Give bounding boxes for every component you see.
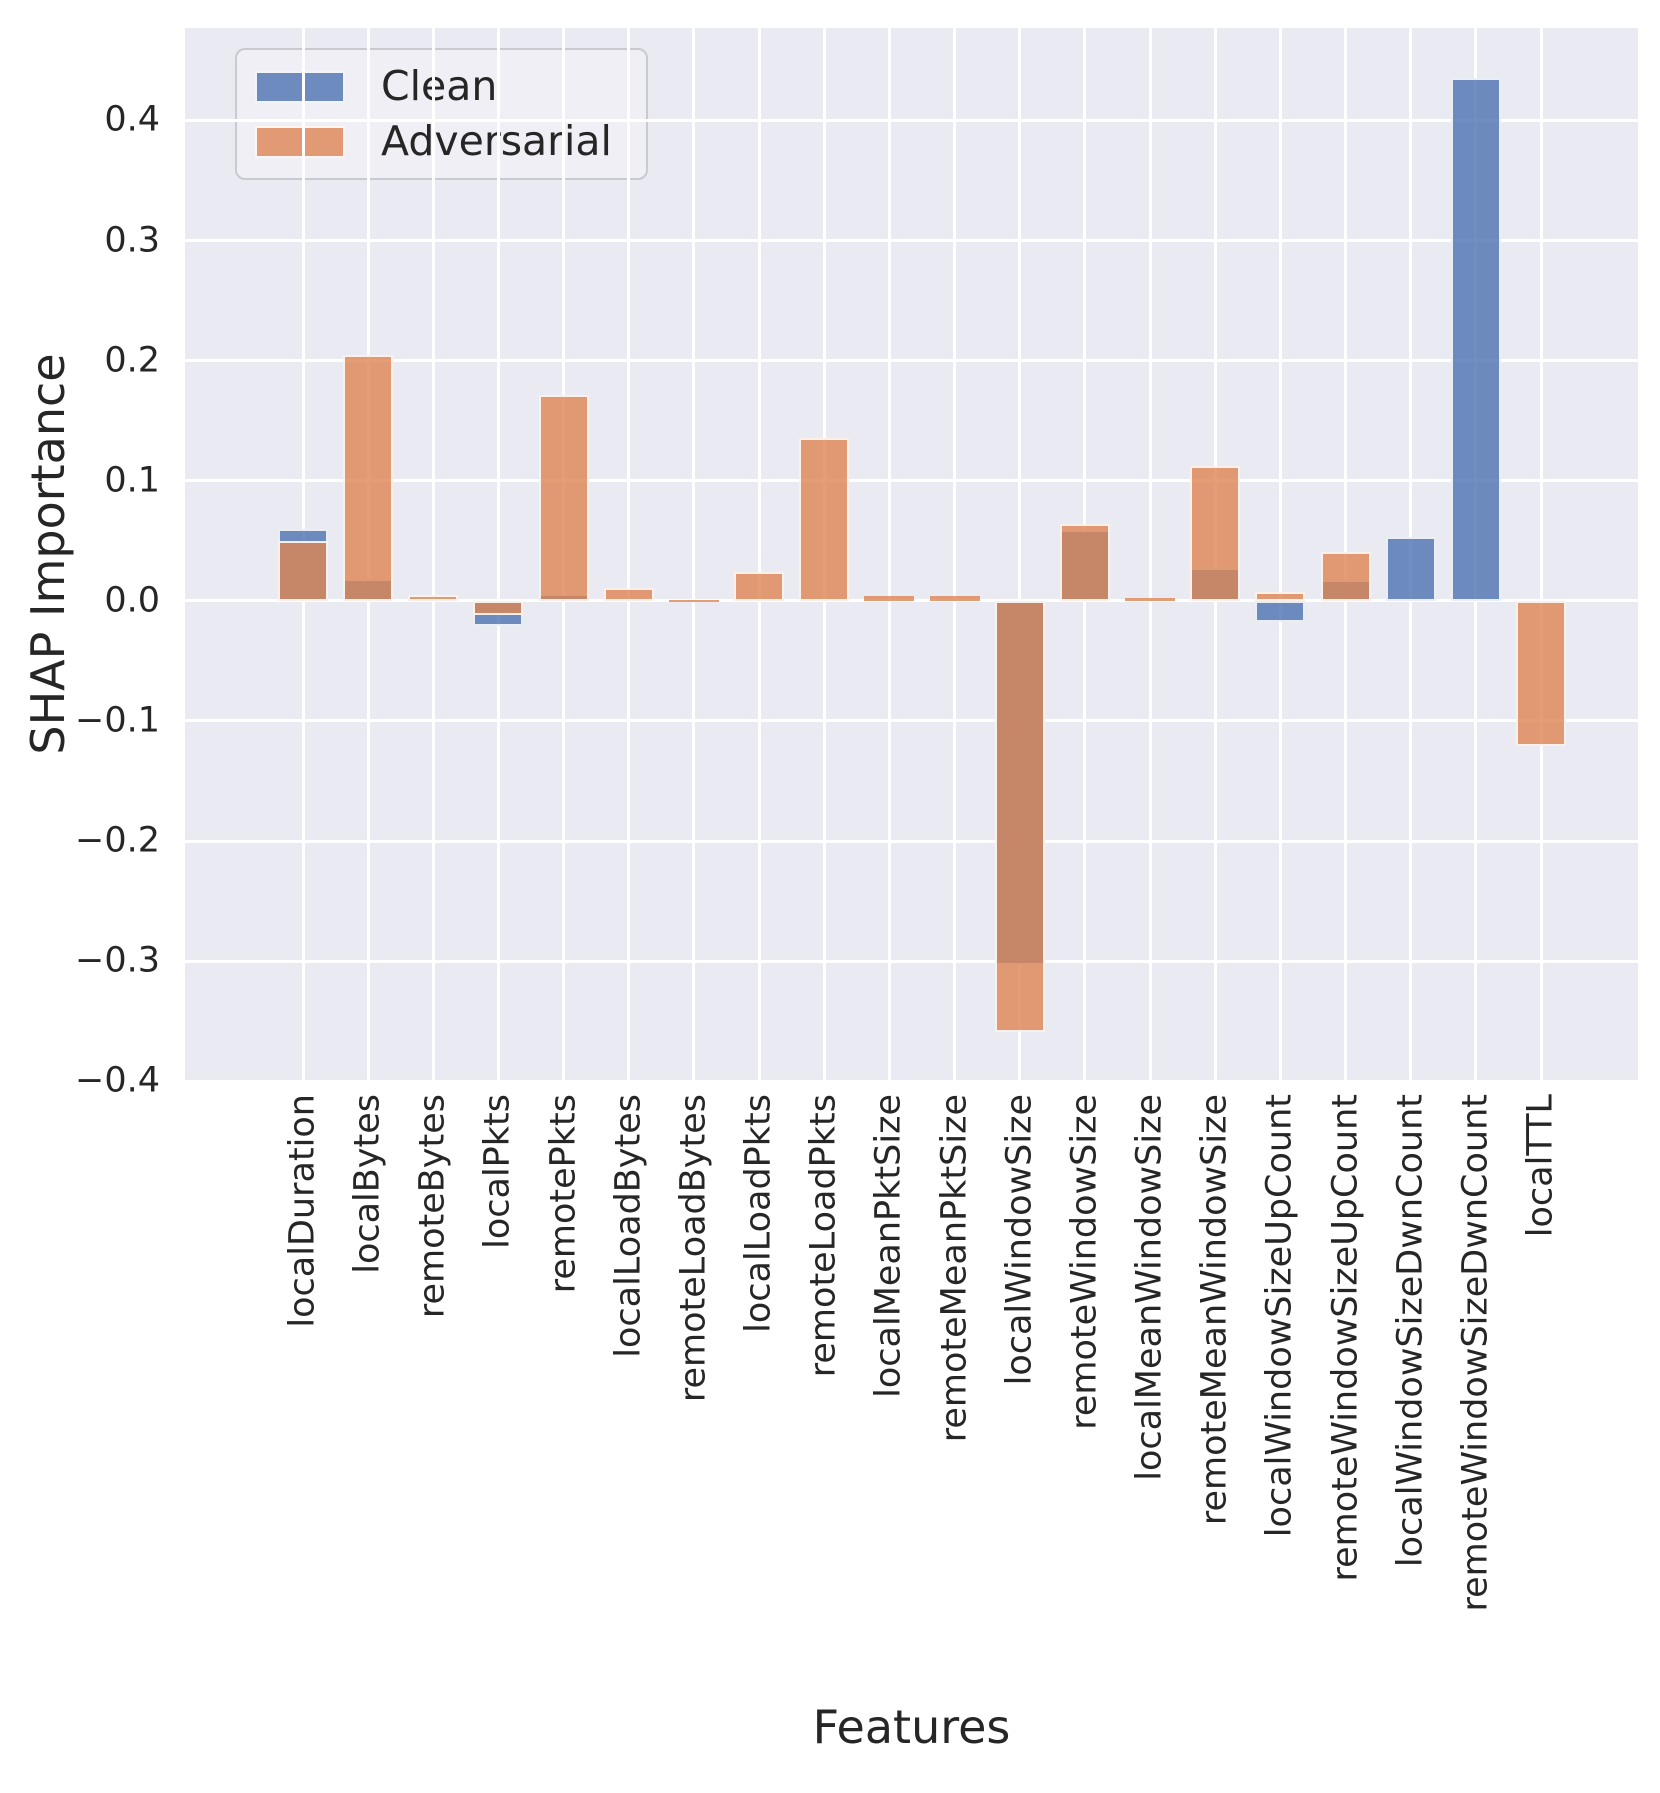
adversarial-bar-remoteLoadPkts (799, 437, 850, 601)
x-tick-label-localWindowSizeUpCount: localWindowSizeUpCount (1259, 1094, 1300, 1538)
adversarial-bar-remoteMeanWindowSize (1190, 466, 1241, 601)
gridline-x (887, 28, 891, 1080)
legend-swatch-clean (255, 70, 345, 103)
adversarial-bar-localWindowSizeUpCount (1255, 592, 1306, 601)
x-tick-label-localMeanPktSize: localMeanPktSize (868, 1094, 909, 1398)
x-tick-label-localTTL: localTTL (1520, 1094, 1561, 1238)
adversarial-bar-remotePkts (538, 395, 589, 601)
clean-bar-localWindowSizeDwnCount (1385, 537, 1436, 601)
x-tick-label-remoteMeanWindowSize: remoteMeanWindowSize (1194, 1094, 1235, 1526)
gridline-x (692, 28, 696, 1080)
adversarial-bar-localMeanWindowSize (1125, 598, 1176, 601)
gridline-y (185, 479, 1638, 483)
adversarial-bar-localWindowSize (994, 600, 1045, 1032)
adversarial-bar-localMeanPktSize (864, 596, 915, 601)
gridline-x (757, 28, 761, 1080)
x-tick-label-remoteWindowSizeDwnCount: remoteWindowSizeDwnCount (1455, 1094, 1496, 1612)
legend-entry-adversarial: Adversarial (255, 121, 612, 162)
x-tick-label-localWindowSizeDwnCount: localWindowSizeDwnCount (1390, 1094, 1431, 1568)
adversarial-bar-localDuration (278, 540, 328, 601)
y-tick-label: −0.1 (75, 700, 160, 741)
x-tick-label-remoteBytes: remoteBytes (412, 1094, 453, 1319)
adversarial-bar-localTTL (1516, 600, 1567, 747)
gridline-y (185, 359, 1638, 363)
legend: Clean Adversarial (235, 48, 648, 180)
gridline-x (496, 28, 500, 1080)
gridline-y (185, 839, 1638, 843)
x-tick-label-remoteLoadBytes: remoteLoadBytes (673, 1094, 714, 1403)
y-tick-label: 0.4 (104, 99, 160, 140)
adversarial-bar-remoteMeanPktSize (929, 596, 980, 601)
y-tick-label: 0.0 (104, 580, 160, 621)
gridline-y (185, 599, 1638, 603)
legend-label-adversarial: Adversarial (381, 121, 612, 162)
legend-entry-clean: Clean (255, 66, 612, 107)
y-axis-label: SHAP Importance (21, 353, 75, 755)
adversarial-bar-localLoadPkts (734, 572, 785, 601)
gridline-x (627, 28, 631, 1080)
y-tick-label: 0.3 (104, 220, 160, 261)
adversarial-bar-localLoadBytes (603, 587, 654, 601)
x-tick-label-remoteWindowSize: remoteWindowSize (1064, 1094, 1105, 1430)
gridline-y (185, 959, 1638, 963)
gridline-x (1018, 28, 1022, 1080)
y-tick-label: 0.2 (104, 340, 160, 381)
gridline-y (185, 118, 1638, 122)
x-tick-label-remotePkts: remotePkts (543, 1094, 584, 1294)
x-tick-label-remoteMeanPktSize: remoteMeanPktSize (934, 1094, 975, 1443)
y-tick-label: −0.2 (75, 820, 160, 861)
x-tick-label-remoteLoadPkts: remoteLoadPkts (803, 1094, 844, 1378)
x-tick-label-localWindowSize: localWindowSize (999, 1094, 1040, 1386)
adversarial-bar-remoteLoadBytes (668, 599, 719, 602)
adversarial-bar-localBytes (343, 354, 394, 601)
clean-bar-localWindowSizeUpCount (1255, 600, 1306, 623)
y-tick-label: 0.1 (104, 460, 160, 501)
x-tick-label-remoteWindowSizeUpCount: remoteWindowSizeUpCount (1325, 1094, 1366, 1582)
legend-swatch-adversarial (255, 125, 345, 158)
adversarial-bar-localPkts (473, 600, 524, 616)
gridline-y (185, 239, 1638, 243)
x-tick-label-localPkts: localPkts (477, 1094, 518, 1249)
x-tick-label-localMeanWindowSize: localMeanWindowSize (1129, 1094, 1170, 1481)
y-tick-label: −0.4 (75, 1060, 160, 1101)
adversarial-bar-remoteWindowSize (1059, 523, 1110, 601)
legend-label-clean: Clean (381, 62, 498, 110)
x-tick-label-localBytes: localBytes (347, 1094, 388, 1274)
gridline-x (953, 28, 957, 1080)
plot-area: Clean Adversarial (185, 28, 1638, 1083)
gridline-x (431, 28, 435, 1080)
gridline-y (185, 719, 1638, 723)
x-tick-label-localLoadBytes: localLoadBytes (608, 1094, 649, 1358)
x-axis-label: Features (812, 1700, 1011, 1754)
gridline-x (1539, 28, 1543, 1080)
clean-bar-remoteWindowSizeDwnCount (1450, 78, 1501, 601)
adversarial-bar-remoteBytes (408, 594, 459, 601)
y-tick-label: −0.3 (75, 940, 160, 981)
gridline-x (1148, 28, 1152, 1080)
gridline-x (1278, 28, 1282, 1080)
gridline-y (185, 1079, 1638, 1083)
x-tick-label-localLoadPkts: localLoadPkts (738, 1094, 779, 1333)
x-tick-label-localDuration: localDuration (282, 1094, 323, 1328)
adversarial-bar-remoteWindowSizeUpCount (1320, 551, 1371, 601)
